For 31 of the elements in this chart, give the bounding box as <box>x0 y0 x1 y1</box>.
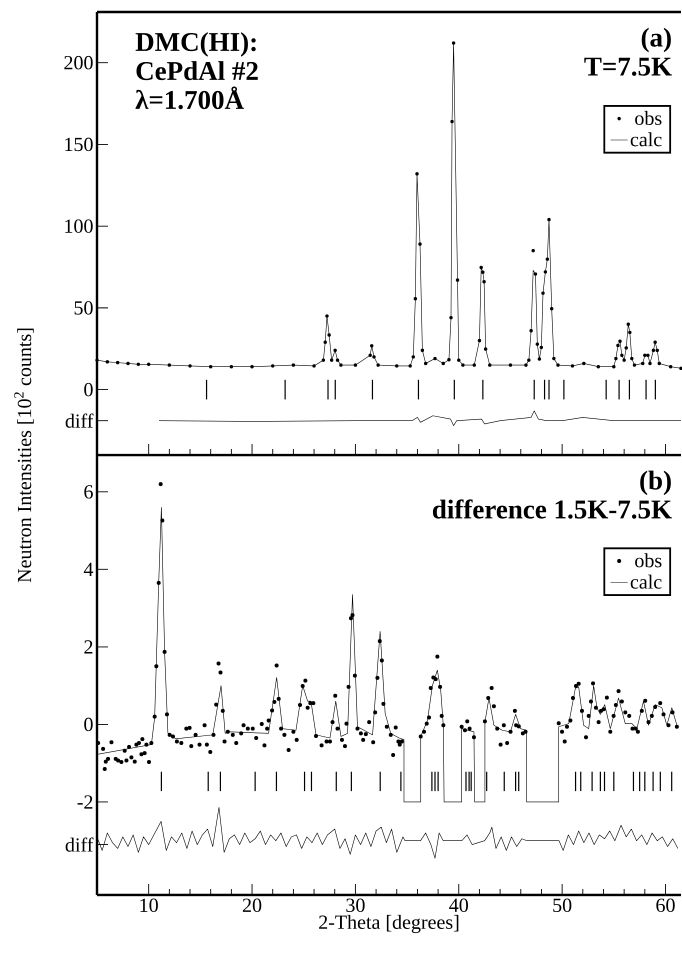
y-tick-label: diff <box>66 414 94 428</box>
text: T=7.5K <box>584 58 672 76</box>
annotation: CePdAl #2 <box>136 61 258 80</box>
y-tick-label: 50 <box>74 301 93 315</box>
y-tick-label: 150 <box>65 138 93 152</box>
text: (a) <box>642 28 671 52</box>
text: difference 1.5K-7.5K <box>432 499 672 519</box>
y-tick-label: diff <box>66 837 94 852</box>
legend-label: obs <box>635 553 662 568</box>
x-tick-label: 40 <box>449 898 468 912</box>
y-tick-label: 6 <box>84 485 93 499</box>
x-axis-title: 2-Theta [degrees] <box>319 914 458 934</box>
annotation: λ=1.700Å <box>135 86 244 110</box>
x-tick-label: 20 <box>242 898 262 912</box>
y-tick-label: 100 <box>65 219 93 233</box>
x-tick-label: 60 <box>656 898 675 912</box>
y-axis-title: Neutron Intensities [10$^{2}$ counts] <box>14 328 34 582</box>
y-tick-label: 0 <box>84 718 93 732</box>
y-tick-label: 4 <box>84 562 94 576</box>
legend-label: obs <box>635 110 662 125</box>
y-tick-label: 0 <box>84 382 93 396</box>
x-tick-label: 50 <box>553 898 572 912</box>
y-tick-label: 200 <box>64 56 93 70</box>
x-tick-label: 10 <box>140 898 158 912</box>
y-tick-label: -2 <box>78 795 92 809</box>
annotation: DMC(HI): <box>136 32 256 57</box>
x-tick-label: 30 <box>346 898 365 912</box>
text: (b) <box>640 470 671 496</box>
legend-label: calc <box>630 132 662 146</box>
legend-label: calc <box>630 574 662 589</box>
y-tick-label: 2 <box>84 640 92 654</box>
